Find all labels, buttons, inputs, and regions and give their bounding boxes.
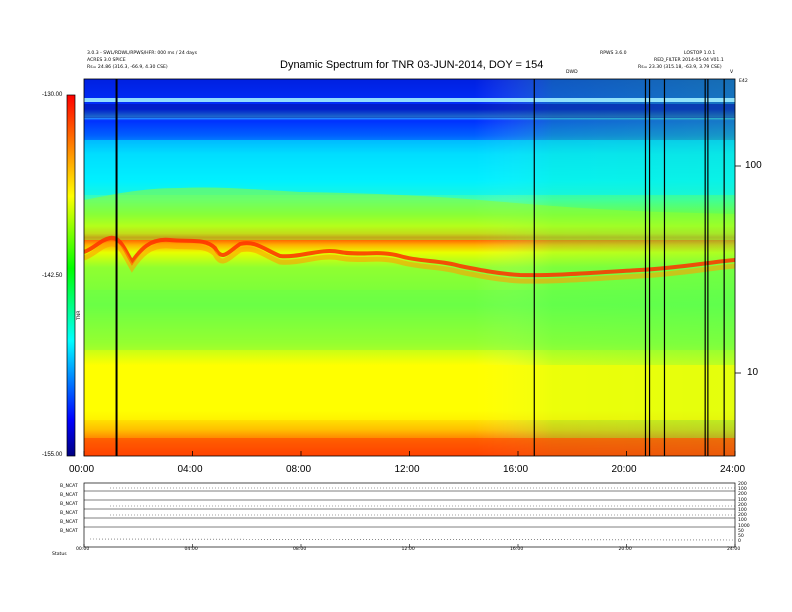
dark-band (84, 104, 735, 118)
status-right-label: 200 (738, 513, 747, 519)
status-right-label: 200 (738, 492, 747, 498)
status-right-label: 50 (738, 528, 744, 534)
x-axis-ticks (83, 451, 736, 456)
status-x-label: 20:00 (618, 547, 632, 552)
x-tick-label: 04:00 (177, 464, 203, 475)
dropout-lines (115, 79, 725, 456)
emission-band (84, 235, 735, 278)
status-row-label: B_NCAT (60, 520, 78, 525)
x-tick-label: 24:00 (720, 464, 746, 475)
x-tick-label: 00:00 (69, 464, 95, 475)
status-right-label: 200 (738, 502, 747, 508)
status-right-label: 100 (738, 487, 747, 493)
status-right-label: 100 (738, 497, 747, 503)
status-right-label: 200 (738, 482, 747, 487)
status-row-label: B_NCAT (60, 484, 78, 489)
status-right-label: 100 (738, 518, 747, 524)
status-x-label: 08:00 (293, 547, 307, 552)
x-tick-label: 16:00 (503, 464, 529, 475)
status-right-label: 1000 (738, 523, 750, 529)
status-x-label: 24:00 (727, 547, 741, 552)
x-tick-label: 12:00 (394, 464, 420, 475)
status-right-label: 50 (738, 534, 744, 539)
status-right-label: 0 (738, 539, 741, 545)
status-row-label: B_NCAT (60, 502, 78, 507)
status-x-label: 00:00 (76, 547, 90, 552)
status-x-label: 16:00 (510, 547, 524, 552)
bottom-band (84, 438, 735, 456)
chart-title: Dynamic Spectrum for TNR 03-JUN-2014, DO… (280, 59, 544, 71)
header-right-line1: LOSTOP 1.0.1 (684, 51, 716, 56)
header-right-marker2: E42 (739, 79, 748, 84)
y-tick-10: 10 (747, 367, 759, 378)
status-x-label: 12:00 (401, 547, 415, 552)
header-right-marker: V (730, 70, 734, 75)
header-left-line2: ACRES 3.0 SPICE (87, 58, 126, 63)
colorbar-tick-bottom: -155.00 (42, 452, 63, 458)
status-right-label: 100 (738, 508, 747, 513)
status-x-label: 04:00 (184, 547, 198, 552)
header-left-line1: 3.0.3 - SWL/RDWL/RPWS/HFR: 000 ms / 24 d… (87, 51, 198, 56)
y-axis-right (735, 165, 741, 374)
colorbar (67, 95, 75, 456)
status-footer-label: Status (52, 552, 67, 557)
header-left-line3: Rs= 24.86 (316.3, -66.9, 4.30 CSE) (87, 65, 168, 70)
status-row-label: B_NCAT (60, 511, 78, 516)
header-right-line4: Rs= 23.30 (315.18, -63.9, 3.79 CSE) (638, 65, 722, 70)
y-tick-100: 100 (745, 160, 762, 171)
x-tick-label: 08:00 (286, 464, 312, 475)
x-tick-label: 20:00 (611, 464, 637, 475)
colorbar-tick-top: -130.00 (42, 92, 63, 98)
header-right-code: DWD (566, 70, 578, 75)
header-right-line2: RPWS 3.6.0 (600, 51, 627, 56)
status-row-label: B_NCAT (60, 529, 78, 534)
header-right-line3: RED_FILTER 2014-05-04 V01.1 (654, 58, 724, 63)
status-row-label: B_NCAT (60, 493, 78, 498)
colorbar-tick-mid: -142.50 (42, 273, 63, 279)
